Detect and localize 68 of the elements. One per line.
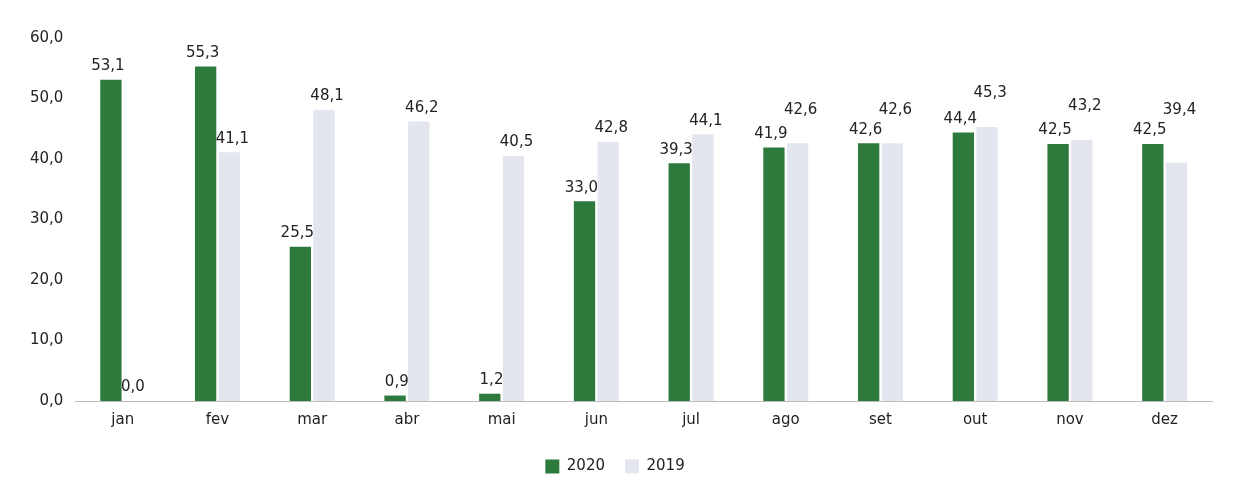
data-label: 55,3 [185,42,220,61]
bar [881,143,903,401]
data-label: 42,5 [1133,120,1167,139]
y-tick-label: 20,0 [29,269,64,288]
bar [763,147,785,401]
bar [1165,162,1188,401]
bar [786,143,809,401]
y-tick-label: 30,0 [29,209,64,228]
data-label: 46,2 [405,97,439,116]
bar [692,134,714,401]
bar [313,110,335,401]
x-tick-label: mai [487,409,516,428]
bar [976,126,998,401]
bar [1071,139,1093,401]
data-label: 42,6 [783,99,818,118]
y-tick-label: 50,0 [29,88,64,107]
bar [218,152,240,401]
data-label: 42,5 [1038,120,1072,139]
bar [858,143,880,401]
bar [502,155,525,401]
data-label: 44,1 [689,110,723,129]
x-tick-label: out [962,409,988,428]
data-label: 45,3 [973,83,1007,102]
data-label: 44,4 [943,108,978,127]
legend-label: 2020 [566,456,606,475]
y-tick-label: 40,0 [29,148,64,167]
x-tick-label: abr [394,409,421,428]
x-tick-label: jan [110,409,135,428]
bar [597,142,619,401]
x-tick-label: set [869,409,893,428]
bar [408,121,430,401]
bar [384,395,406,401]
bar [668,163,690,401]
x-tick-label: nov [1056,409,1084,428]
bar [194,66,217,401]
x-tick-label: fev [205,409,230,428]
x-tick-label: jun [583,409,608,428]
x-tick-label: ago [771,409,800,428]
data-label: 0,9 [384,371,409,390]
bar [573,201,596,401]
data-label: 48,1 [310,86,344,105]
data-label: 42,6 [878,99,913,118]
bar [289,246,312,401]
data-label: 53,1 [91,56,125,75]
data-label: 39,3 [659,139,693,158]
data-label: 41,1 [215,128,250,147]
legend-label: 2019 [646,456,685,475]
y-tick-label: 0,0 [39,390,64,409]
data-label: 41,9 [754,123,788,142]
bar [1047,143,1069,401]
data-label: 0,0 [120,377,145,396]
x-tick-label: jul [681,409,700,428]
x-tick-label: mar [297,409,328,428]
bar [479,393,501,401]
data-label: 43,2 [1068,96,1102,115]
data-label: 39,4 [1162,100,1197,119]
y-tick-label: 60,0 [29,27,64,46]
bar [1142,143,1164,401]
data-label: 42,6 [848,119,883,138]
data-label: 1,2 [479,370,504,389]
data-label: 40,5 [499,132,534,151]
bar [100,79,122,401]
y-tick-label: 10,0 [29,330,64,349]
data-label: 42,8 [594,118,628,137]
x-tick-label: dez [1151,409,1179,428]
data-label: 33,0 [564,177,599,196]
bar [952,132,975,401]
data-label: 25,5 [280,223,315,242]
